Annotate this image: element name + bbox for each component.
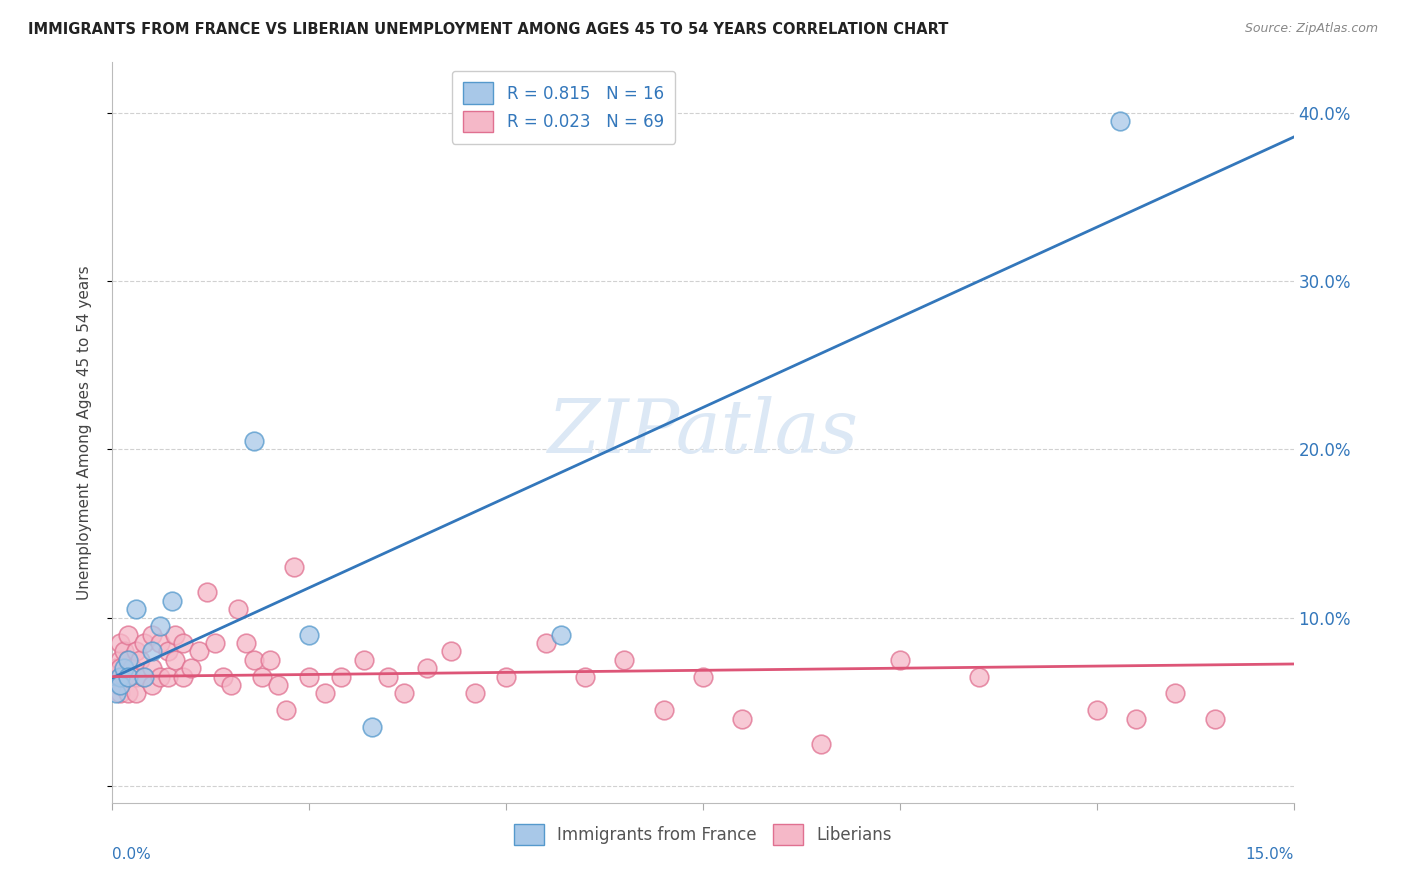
Point [104,670,127,684]
Point [283,560,305,574]
Text: IMMIGRANTS FROM FRANCE VS LIBERIAN UNEMPLOYMENT AMONG AGES 45 TO 54 YEARS CORREL: IMMIGRANTS FROM FRANCE VS LIBERIAN UNEMP… [28,22,949,37]
Point [219,678,242,692]
Point [112,644,135,658]
Point [160,594,183,608]
Point [1085,703,1108,717]
Point [117,653,139,667]
Point [416,661,439,675]
Point [228,602,250,616]
Point [125,602,148,616]
Point [117,686,139,700]
Point [149,636,172,650]
Point [132,636,155,650]
Text: ZIPatlas: ZIPatlas [547,396,859,469]
Point [132,670,155,684]
Legend: Immigrants from France, Liberians: Immigrants from France, Liberians [505,815,901,854]
Point [243,434,266,448]
Point [156,644,179,658]
Point [110,636,132,650]
Point [112,670,135,684]
Point [165,627,187,641]
Point [495,670,517,684]
Point [298,670,321,684]
Text: 15.0%: 15.0% [1246,847,1294,863]
Point [165,653,187,667]
Point [1109,114,1132,128]
Point [652,703,675,717]
Point [267,678,290,692]
Text: Source: ZipAtlas.com: Source: ZipAtlas.com [1244,22,1378,36]
Point [550,627,572,641]
Point [440,644,463,658]
Point [1125,712,1147,726]
Point [243,653,266,667]
Point [117,653,139,667]
Point [211,670,233,684]
Point [1204,712,1226,726]
Point [110,670,132,684]
Point [117,627,139,641]
Point [298,627,321,641]
Point [141,661,163,675]
Point [149,670,172,684]
Point [172,670,194,684]
Point [1164,686,1187,700]
Y-axis label: Unemployment Among Ages 45 to 54 years: Unemployment Among Ages 45 to 54 years [77,265,91,600]
Point [156,670,179,684]
Point [110,653,132,667]
Point [110,661,132,675]
Point [121,661,143,675]
Point [574,670,596,684]
Point [125,686,148,700]
Point [195,585,218,599]
Point [141,678,163,692]
Point [889,653,911,667]
Point [141,627,163,641]
Point [117,670,139,684]
Point [188,644,211,658]
Point [110,686,132,700]
Point [129,653,152,667]
Point [204,636,226,650]
Point [105,686,128,700]
Point [314,686,336,700]
Point [132,670,155,684]
Point [810,737,832,751]
Point [125,670,148,684]
Point [377,670,399,684]
Point [110,670,132,684]
Point [274,703,297,717]
Point [125,644,148,658]
Point [329,670,352,684]
Point [361,720,384,734]
Point [117,670,139,684]
Point [613,653,636,667]
Point [392,686,415,700]
Point [110,678,132,692]
Point [112,661,135,675]
Point [250,670,273,684]
Point [105,661,128,675]
Text: 0.0%: 0.0% [112,847,152,863]
Point [464,686,486,700]
Point [731,712,754,726]
Point [172,636,194,650]
Point [353,653,375,667]
Point [180,661,202,675]
Point [692,670,714,684]
Point [149,619,172,633]
Point [107,678,129,692]
Point [534,636,557,650]
Point [967,670,990,684]
Point [235,636,257,650]
Point [259,653,281,667]
Point [141,644,163,658]
